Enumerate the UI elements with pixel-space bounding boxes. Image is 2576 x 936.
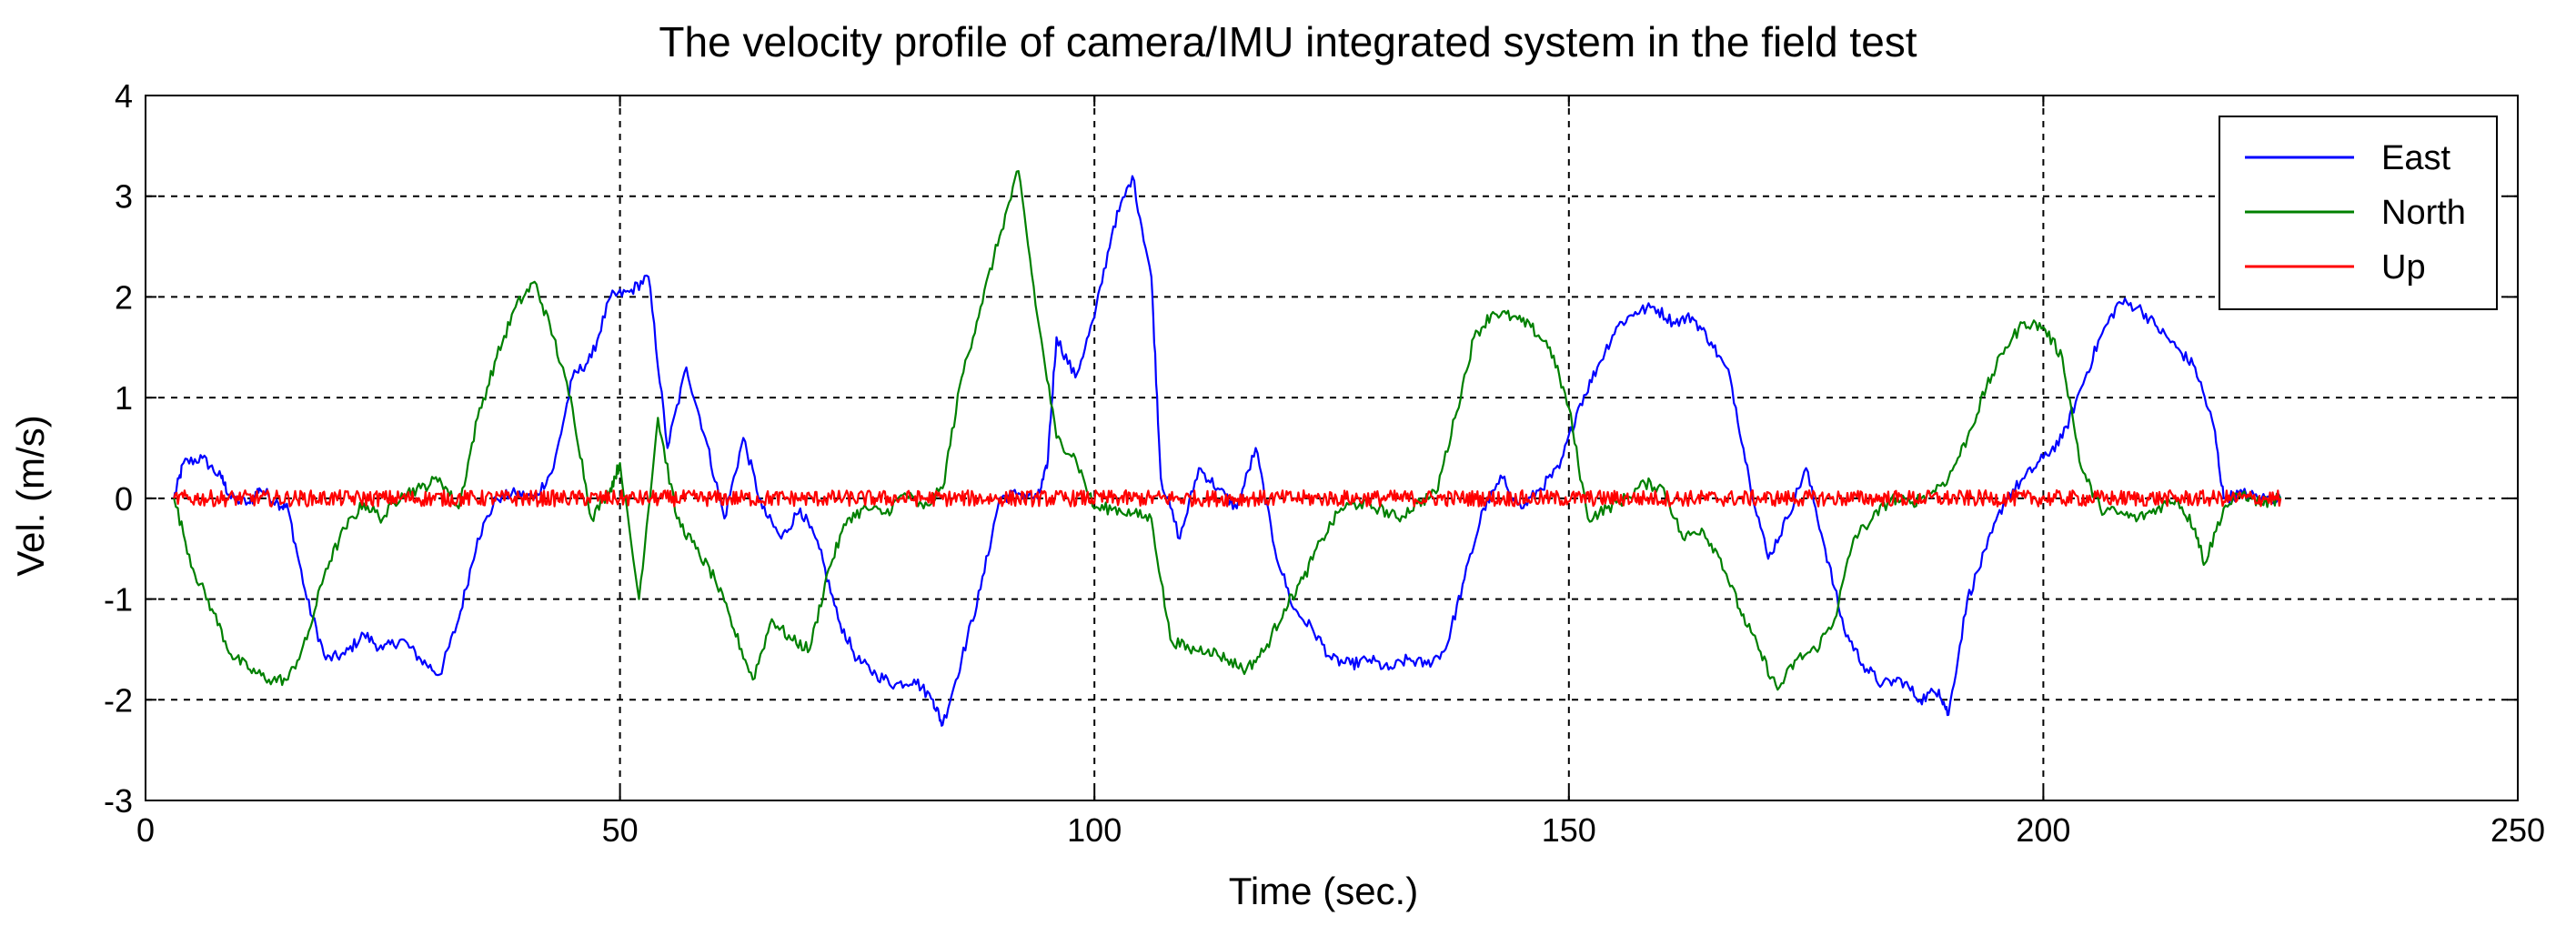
data-series [173,169,2282,727]
y-tick-label: 0 [115,480,133,518]
legend-label: North [2381,194,2466,232]
x-tick-label: 100 [1067,811,1122,849]
y-tick-label: -3 [104,782,133,820]
x-tick-label: 250 [2490,811,2545,849]
series-line-north [173,169,2282,691]
legend: East North Up [2219,116,2498,310]
x-tick-label: 0 [136,811,155,849]
x-axis-label: Time (sec.) [1229,870,1418,912]
x-tick-label: 200 [2016,811,2070,849]
x-tick-label: 50 [602,811,639,849]
plot-frame [145,95,2519,801]
y-tick-label: -1 [104,581,133,619]
axis-ticks: 0 50 100 150 200 250 -3 -2 -1 0 1 2 3 4 [104,77,2545,849]
y-tick-label: 3 [115,178,133,216]
x-tick-label: 150 [1542,811,1596,849]
series-line-up [173,488,2282,508]
legend-label: Up [2381,248,2426,287]
y-axis-label: Vel. (m/s) [9,415,52,576]
chart-title: The velocity profile of camera/IMU integ… [659,18,1917,65]
legend-label: East [2381,139,2450,177]
y-tick-label: -2 [104,681,133,719]
y-tick-label: 4 [115,77,133,115]
y-tick-label: 1 [115,379,133,417]
y-tick-label: 2 [115,278,133,316]
